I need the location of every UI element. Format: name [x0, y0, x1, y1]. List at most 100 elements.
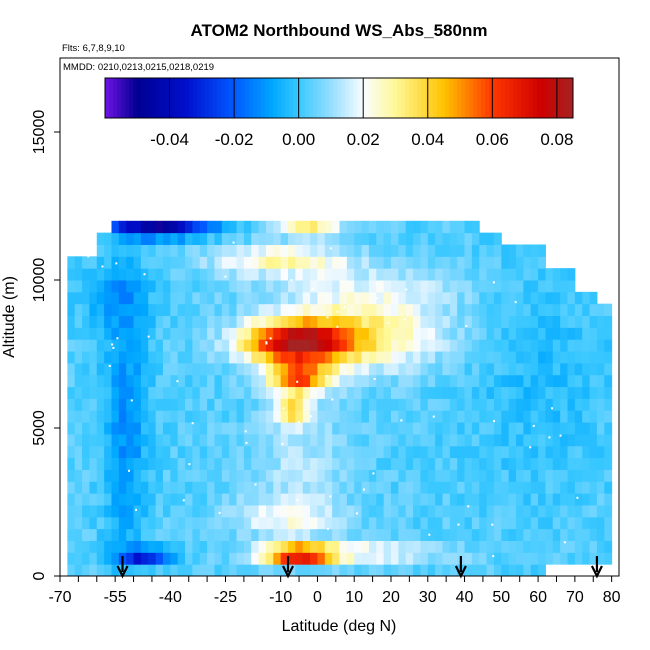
heatmap-cell — [339, 528, 348, 541]
heatmap-cell — [74, 280, 83, 293]
heatmap-cell — [82, 351, 90, 364]
heatmap-cell — [574, 410, 583, 423]
heatmap-cell — [493, 339, 502, 352]
heatmap-cell — [390, 528, 399, 541]
heatmap-cell — [516, 280, 524, 293]
heatmap-cell — [280, 256, 289, 269]
colorbar-swatch — [309, 78, 314, 118]
heatmap-cell — [295, 315, 304, 328]
heatmap-cell — [501, 256, 510, 269]
heatmap-cell — [383, 564, 392, 576]
heatmap-cell — [523, 268, 532, 281]
heatmap-cell — [479, 398, 488, 411]
heatmap-cell — [317, 386, 326, 399]
heatmap-cell — [501, 398, 510, 411]
heatmap-cell — [589, 516, 598, 530]
heatmap-cell — [148, 244, 157, 257]
heatmap-cell — [111, 504, 120, 518]
heatmap-cell — [508, 445, 517, 459]
heatmap-cell — [170, 220, 179, 234]
heatmap-cell — [104, 291, 112, 305]
heatmap-cell — [383, 540, 392, 553]
heatmap-cell — [162, 564, 171, 576]
heatmap-cell — [111, 232, 120, 245]
heatmap-cell — [96, 339, 105, 352]
heatmap-cell — [376, 398, 385, 411]
x-tick-label: 60 — [529, 589, 547, 606]
heatmap-cell — [479, 280, 488, 293]
heatmap-cell — [486, 516, 495, 530]
heatmap-cell — [354, 552, 363, 565]
heatmap-cell — [221, 422, 230, 435]
heatmap-cell — [251, 303, 260, 317]
heatmap-cell — [280, 445, 289, 459]
heatmap-cell — [530, 339, 539, 352]
heatmap-cell — [243, 540, 252, 553]
heatmap-cell — [133, 410, 142, 423]
heatmap-cell — [596, 398, 605, 411]
heatmap-cell — [390, 469, 399, 482]
heatmap-cell — [140, 457, 149, 470]
heatmap-cell — [207, 528, 215, 541]
heatmap-cell — [376, 362, 385, 376]
heatmap-cell — [339, 374, 348, 388]
heatmap-cell — [405, 493, 414, 506]
heatmap-cell — [177, 540, 186, 553]
heatmap-cell — [464, 433, 473, 447]
heatmap-cell — [560, 422, 569, 435]
colorbar-swatch — [317, 78, 322, 118]
heatmap-cell — [596, 303, 605, 317]
heatmap-cell — [435, 327, 443, 340]
heatmap-cell — [457, 386, 466, 399]
colorbar-swatch — [397, 78, 402, 118]
x-tick-label: -10 — [269, 589, 292, 606]
heatmap-cell — [589, 457, 598, 470]
heatmap-cell — [273, 303, 282, 317]
down-arrow-icon — [116, 565, 129, 579]
heatmap-cell — [420, 303, 429, 317]
heatmap-cell — [574, 528, 583, 541]
heatmap-cell — [251, 552, 260, 565]
heatmap-cell — [398, 552, 407, 565]
heatmap-cell — [148, 362, 157, 376]
heatmap-cell — [96, 232, 105, 245]
heatmap-cell — [243, 374, 252, 388]
heatmap-cell — [493, 433, 502, 447]
heatmap-cell — [104, 469, 112, 482]
heatmap-cell — [162, 256, 171, 269]
colorbar-swatch — [229, 78, 234, 118]
heatmap-cell — [361, 493, 370, 506]
heatmap-cell — [390, 362, 399, 376]
heatmap-cell — [324, 481, 333, 494]
heatmap-cell — [140, 528, 149, 541]
heatmap-cell — [398, 280, 407, 293]
heatmap-cell — [104, 303, 112, 317]
heatmap-cell — [295, 339, 304, 352]
heatmap-cell — [74, 303, 83, 317]
heatmap-cell — [96, 493, 105, 506]
heatmap-cell — [435, 528, 443, 541]
heatmap-cell — [449, 469, 458, 482]
heatmap-cell — [126, 481, 135, 494]
heatmap-cell — [398, 469, 407, 482]
heatmap-cell — [479, 445, 488, 459]
heatmap-cell — [185, 469, 193, 482]
heatmap-cell — [464, 552, 473, 565]
colorbar-swatch — [485, 78, 490, 118]
heatmap-cell — [368, 339, 377, 352]
heatmap-cell — [516, 291, 524, 305]
heatmap-cell — [310, 564, 318, 576]
heatmap-cell — [111, 280, 120, 293]
heatmap-cell — [236, 315, 245, 328]
heatmap-cell — [405, 327, 414, 340]
speck — [281, 442, 284, 445]
heatmap-cell — [302, 256, 311, 269]
heatmap-cell — [104, 528, 112, 541]
heatmap-cell — [471, 433, 480, 447]
heatmap-cell — [67, 374, 76, 388]
heatmap-cell — [133, 433, 142, 447]
x-tick-label: -40 — [159, 589, 182, 606]
heatmap-cell — [516, 504, 524, 518]
heatmap-cell — [111, 303, 120, 317]
heatmap-cell — [243, 504, 252, 518]
